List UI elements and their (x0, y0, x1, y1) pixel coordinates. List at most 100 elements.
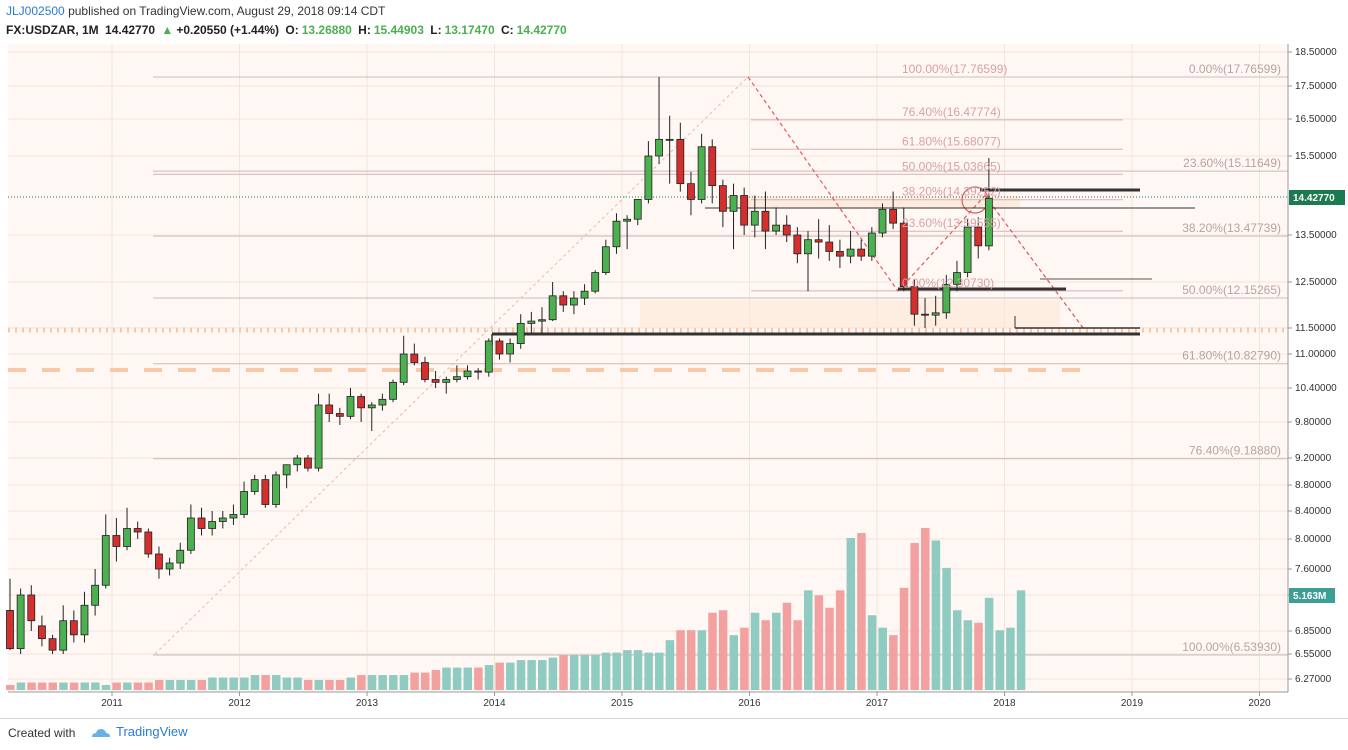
volume-bar (176, 680, 185, 690)
volume-bar (814, 595, 824, 690)
volume-bar (367, 675, 377, 690)
candle-body (921, 313, 929, 316)
candle-body (335, 413, 344, 417)
volume-bar (357, 675, 366, 690)
close-value: 14.42770 (516, 23, 567, 37)
volume-bar (857, 532, 866, 690)
footer: Created with TradingView (0, 718, 1348, 750)
candle-body (697, 146, 706, 200)
volume-bar (580, 655, 590, 690)
publisher-username[interactable]: JLJ002500 (6, 4, 65, 18)
fib-label-left: 23.60%(13.59555) (902, 216, 1001, 230)
volume-bar (899, 587, 909, 690)
volume-bar (729, 635, 739, 690)
volume-bar (293, 677, 302, 690)
candle-body (655, 138, 663, 157)
volume-bar (272, 675, 281, 690)
candle-body (38, 625, 46, 640)
trend-line-up-2 (897, 195, 986, 292)
candle-body (729, 195, 738, 212)
volume-bar (399, 675, 409, 690)
candle-body (804, 239, 812, 255)
fib-label-right: 38.20%(13.47739) (1182, 221, 1281, 235)
volume-bar (59, 682, 68, 690)
volume-bar (378, 675, 387, 690)
tradingview-link[interactable]: TradingView (90, 724, 188, 739)
volume-bar (623, 650, 632, 690)
price-chart[interactable]: 100.00%(17.76599) 76.40%(16.47774) 61.80%(… (0, 0, 1348, 718)
candle-body (601, 246, 610, 274)
y-tick-label: 8.40000 (1295, 506, 1332, 517)
candle-body (559, 295, 568, 306)
candle-body (463, 370, 472, 378)
candle-body (410, 353, 419, 363)
volume-bar (867, 615, 877, 690)
volume-bar (165, 680, 175, 690)
volume-bar (240, 677, 249, 690)
symbol-name: FX:USDZAR, 1M (6, 23, 99, 37)
volume-bar (931, 540, 941, 690)
candle-body (591, 272, 600, 292)
y-tick-label: 10.40000 (1295, 383, 1337, 394)
candle-body (144, 531, 153, 555)
low-label: L: (430, 23, 442, 37)
y-tick-label: 18.50000 (1295, 47, 1337, 58)
candle-body (133, 528, 142, 533)
volume-bar (633, 650, 643, 690)
candle-body (389, 381, 397, 400)
candle-body (899, 222, 908, 287)
candle-body (165, 562, 174, 570)
last-price-label: 14.42770 (1289, 190, 1345, 205)
candle-body (27, 594, 36, 622)
volume-bar (963, 620, 973, 690)
x-axis-ticks: 2011 2012 2013 2014 2015 2016 2017 2018 2019 2020 (101, 692, 1271, 709)
volume-bar (527, 660, 536, 690)
y-axis-panel (1288, 44, 1348, 692)
candle-body (708, 146, 717, 187)
x-tick-label: 2020 (1248, 698, 1271, 709)
x-tick-label: 2017 (866, 698, 889, 709)
candle-body (293, 457, 302, 466)
y-tick-label: 12.50000 (1295, 277, 1337, 288)
volume-bar (835, 590, 845, 690)
candle-body (16, 594, 25, 650)
volume-bar (718, 610, 728, 690)
volume-bar (601, 652, 611, 690)
candle-body (836, 251, 844, 257)
high-value: 15.44903 (373, 23, 424, 37)
volume-bar (772, 612, 781, 690)
candle-body (208, 521, 217, 529)
volume-bar (612, 652, 621, 690)
candle-body (857, 248, 866, 257)
volume-bar (410, 672, 419, 690)
candle-body (123, 528, 131, 547)
candle-body (633, 199, 642, 220)
volume-bar (314, 680, 324, 690)
y-tick-label: 11.00000 (1295, 349, 1336, 360)
fib-label-left: 0.00%(12.30730) (902, 276, 994, 290)
volume-bar (910, 542, 919, 690)
candle-body (272, 474, 280, 505)
volume-bar (655, 652, 664, 690)
candle-body (421, 362, 429, 380)
candle-body (399, 353, 408, 383)
candle-body (378, 398, 387, 406)
volume-bar (495, 662, 504, 690)
volume-bar (889, 635, 898, 690)
x-tick-label: 2013 (356, 698, 379, 709)
volume-tag-bg (1289, 588, 1335, 603)
fib-label-left: 61.80%(15.68077) (902, 134, 1001, 148)
volume-bar (442, 667, 451, 690)
y-tick-label: 6.85000 (1295, 626, 1332, 637)
volume-bar (186, 680, 196, 690)
volume-bar (761, 620, 770, 690)
candle-body (644, 155, 653, 200)
price-change: +0.20550 (+1.44%) (176, 23, 280, 37)
tradingview-brand: TradingView (116, 724, 188, 739)
volume-bar (282, 677, 292, 690)
fib-label-left: 76.40%(16.47774) (902, 105, 1001, 119)
candle-body (186, 517, 195, 551)
fib-labels: 100.00%(17.76599) 76.40%(16.47774) 61.80%(… (902, 62, 1281, 654)
close-label: C: (500, 23, 514, 37)
candle-body (612, 220, 621, 248)
